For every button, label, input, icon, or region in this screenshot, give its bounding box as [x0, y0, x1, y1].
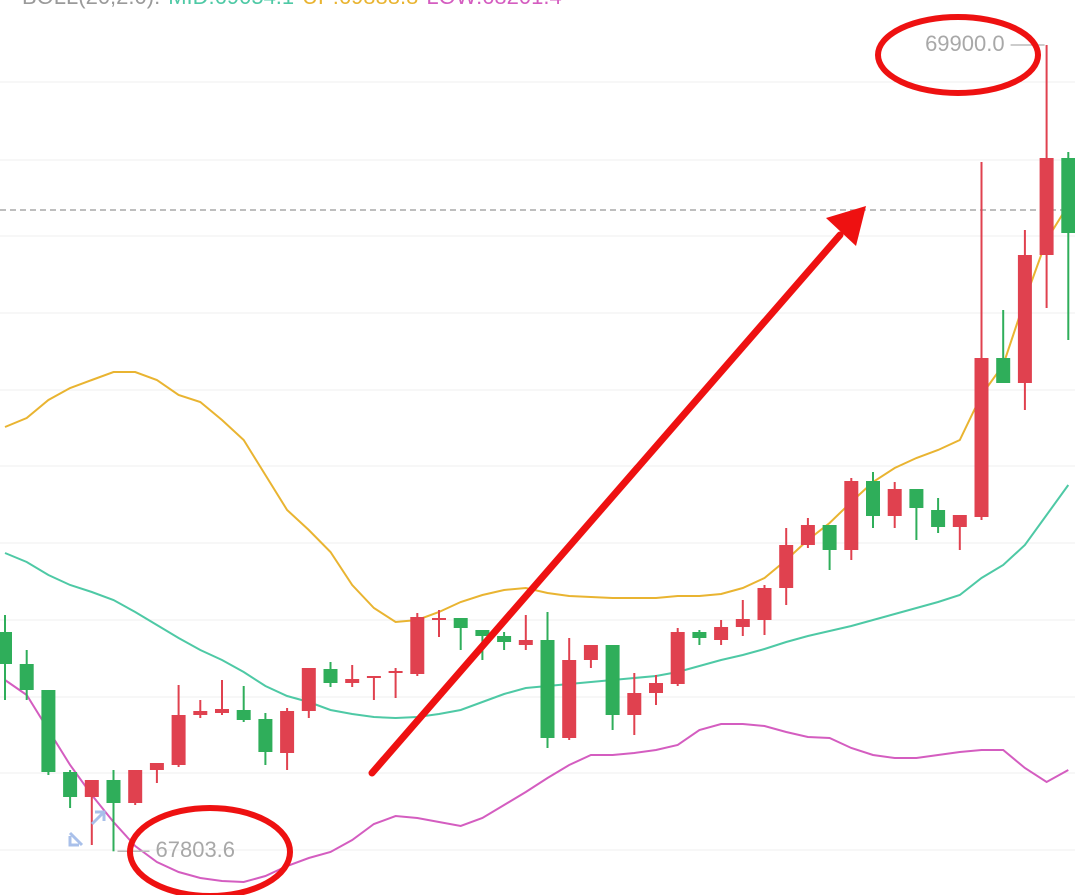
candle-body	[800, 525, 815, 545]
highlight-ellipse	[875, 14, 1041, 96]
candle-body	[779, 545, 794, 588]
candle-body	[366, 676, 381, 678]
candle-body	[887, 489, 902, 516]
candle-body	[388, 671, 403, 673]
max-label: 69900.0	[925, 31, 1005, 56]
header-item: BOLL(20,2.0):	[22, 0, 160, 9]
boll-line	[4, 204, 1070, 624]
candle-body	[323, 669, 338, 683]
candle-body	[19, 664, 34, 690]
candle-body	[41, 690, 56, 772]
candle-body	[280, 711, 295, 753]
boll-line	[4, 484, 1070, 720]
candle-body	[757, 588, 772, 620]
candle-body	[475, 630, 490, 636]
boll-line	[4, 679, 1069, 884]
candle-body	[1061, 158, 1075, 233]
candle-body	[692, 632, 707, 638]
candle-body	[453, 618, 468, 628]
candle-body	[345, 679, 360, 683]
candle-body	[518, 640, 533, 645]
candle-body	[215, 709, 229, 713]
candle-body	[0, 632, 12, 664]
candle-body	[974, 358, 989, 517]
candle-body	[670, 632, 685, 684]
candles	[0, 45, 1075, 852]
candle-body	[931, 510, 946, 527]
header-item: UP:69888.8	[302, 0, 418, 9]
candle-body	[909, 489, 924, 508]
candle-body	[735, 619, 750, 627]
min-label: 67803.6	[156, 837, 236, 862]
grid	[0, 81, 1075, 851]
candle-body	[649, 683, 663, 693]
candle-body	[605, 645, 620, 715]
candle-body	[106, 780, 121, 803]
candle-body	[63, 772, 78, 797]
candle-body	[627, 693, 642, 715]
candle-body	[497, 636, 512, 642]
candle-body	[258, 719, 273, 752]
candle-body	[84, 780, 99, 797]
candle-body	[1039, 158, 1054, 255]
arrow-shaft	[368, 231, 844, 777]
candle-body	[128, 770, 143, 803]
candle-body	[171, 715, 186, 765]
indicator-header: BOLL(20,2.0): MID:69054.1 UP:69888.8 LOW:68…	[22, 0, 562, 9]
expand-icon[interactable]	[68, 810, 106, 847]
arrow-annotation	[368, 206, 866, 777]
highlight-ellipse	[127, 805, 293, 895]
boll-lines	[4, 204, 1070, 884]
candle-body	[410, 617, 425, 674]
candle-body	[844, 481, 859, 550]
candle-body	[866, 481, 880, 516]
arrow-head	[826, 206, 866, 246]
candle-body	[149, 763, 164, 770]
candle-body	[996, 358, 1011, 383]
candle-body	[952, 515, 967, 527]
candle-body	[432, 618, 446, 620]
candle-body	[583, 645, 598, 660]
extremes: 69900.0 67803.6	[117, 31, 1045, 862]
candle-body	[714, 627, 729, 640]
candle-body	[301, 668, 316, 711]
candle-body	[193, 711, 208, 715]
candle-body	[540, 640, 555, 738]
candle-body	[1017, 255, 1032, 383]
candle-body	[562, 660, 577, 738]
candle-body	[236, 710, 251, 720]
header-item: LOW:68201.4	[426, 0, 561, 9]
header-item: MID:69054.1	[168, 0, 294, 9]
candle-body	[822, 525, 837, 550]
